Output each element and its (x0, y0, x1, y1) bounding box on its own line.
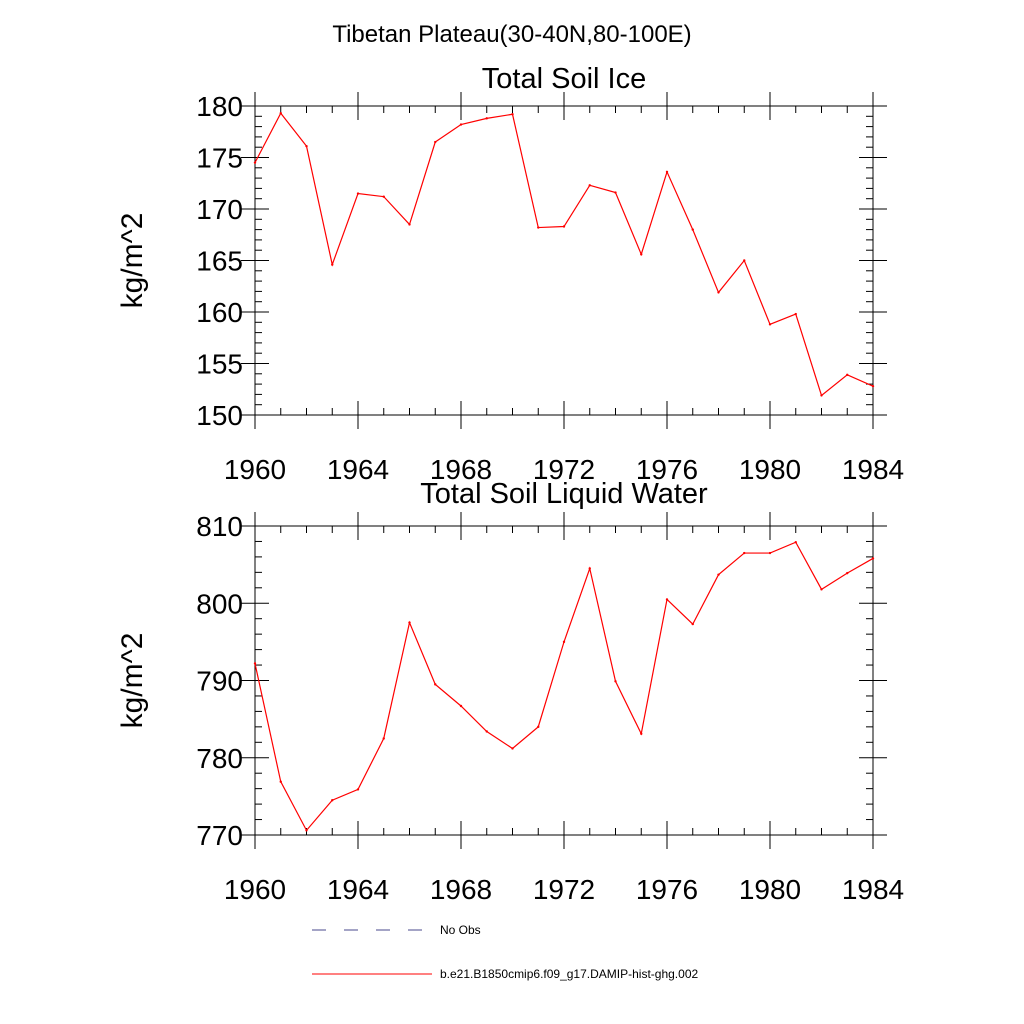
data-point (356, 192, 360, 195)
y-tick-label: 800 (196, 588, 243, 619)
series-line (254, 541, 874, 832)
x-tick-label: 1968 (430, 454, 492, 485)
x-tick-label: 1984 (842, 874, 904, 905)
data-point (279, 780, 282, 783)
x-tick-label: 1976 (636, 874, 698, 905)
plot-panel-soil-ice: Total Soil Ice kg/m^2 1960 1964 1968 1972 1976… (116, 63, 904, 485)
data-point (588, 184, 591, 187)
y-tick-label: 170 (196, 194, 243, 225)
figure-suptitle: Tibetan Plateau(30-40N,80-100E) (332, 21, 691, 48)
plot-frame (254, 525, 874, 836)
x-tick-label: 1984 (842, 454, 904, 485)
legend-label: b.e21.B1850cmip6.f09_g17.DAMIP-hist-ghg.… (440, 967, 698, 981)
data-point (485, 117, 488, 120)
data-point (382, 195, 385, 198)
data-point (459, 704, 463, 708)
y-tick-label: 780 (196, 743, 243, 774)
data-point (768, 551, 772, 555)
data-point (871, 557, 875, 560)
data-point (356, 788, 360, 791)
data-point (434, 683, 437, 686)
data-point (562, 640, 566, 644)
data-point (820, 394, 823, 397)
x-tick-label: 1972 (533, 454, 595, 485)
data-point (588, 567, 591, 570)
data-point (459, 123, 463, 126)
data-point (279, 112, 282, 115)
data-point (485, 730, 488, 733)
y-tick-label: 165 (196, 246, 243, 277)
y-tick-label: 150 (196, 400, 243, 431)
data-point (537, 725, 540, 729)
data-point (331, 799, 334, 802)
x-tick-label: 1964 (327, 874, 389, 905)
x-tick-label: 1960 (224, 454, 286, 485)
y-tick-label: 770 (196, 820, 243, 851)
data-point (665, 170, 669, 174)
data-point (614, 680, 617, 683)
legend: No Obs b.e21.B1850cmip6.f09_g17.DAMIP-his… (312, 923, 698, 981)
y-tick-label: 160 (196, 297, 243, 328)
data-point (331, 263, 334, 266)
plot-panel-soil-liquid-water: Total Soil Liquid Water kg/m^2 1960 1964 196… (116, 478, 904, 905)
x-tick-label: 1976 (636, 454, 698, 485)
data-point (640, 253, 643, 256)
y-tick-label: 790 (196, 666, 243, 697)
x-tick-label: 1980 (739, 874, 801, 905)
legend-label: No Obs (440, 923, 481, 937)
data-point (846, 571, 849, 575)
data-point (665, 598, 669, 601)
data-point (305, 144, 308, 148)
x-tick-label: 1980 (739, 454, 801, 485)
data-point (305, 829, 308, 832)
plot-frame (254, 105, 874, 416)
data-point (408, 621, 411, 624)
y-tick-label: 155 (196, 349, 243, 380)
data-point (253, 161, 257, 164)
data-point (640, 732, 643, 736)
data-point (743, 551, 746, 555)
y-tick-label: 810 (196, 511, 243, 542)
y-axis-label: kg/m^2 (116, 633, 149, 729)
data-point (691, 622, 694, 626)
data-point (511, 747, 514, 750)
data-point (434, 140, 437, 144)
chart-title: Total Soil Liquid Water (420, 478, 708, 510)
data-point (717, 573, 720, 576)
x-tick-label: 1972 (533, 874, 595, 905)
data-point (820, 588, 823, 591)
data-point (562, 225, 566, 228)
x-tick-label: 1960 (224, 874, 286, 905)
data-point (511, 113, 514, 116)
data-point (794, 541, 797, 544)
data-point (382, 737, 385, 740)
data-point (846, 373, 849, 377)
x-tick-label: 1968 (430, 874, 492, 905)
data-point (871, 384, 875, 388)
y-tick-label: 175 (196, 143, 243, 174)
data-point (614, 191, 617, 194)
data-point (253, 662, 257, 665)
series-line (254, 112, 874, 397)
y-axis-label: kg/m^2 (116, 213, 149, 309)
data-point (743, 259, 746, 262)
y-tick-label: 180 (196, 91, 243, 122)
data-point (408, 223, 411, 226)
data-point (794, 312, 797, 316)
data-point (717, 291, 720, 294)
data-point (768, 323, 772, 326)
x-tick-label: 1964 (327, 454, 389, 485)
chart-title: Total Soil Ice (482, 63, 646, 95)
data-point (537, 226, 540, 229)
data-point (691, 228, 694, 231)
